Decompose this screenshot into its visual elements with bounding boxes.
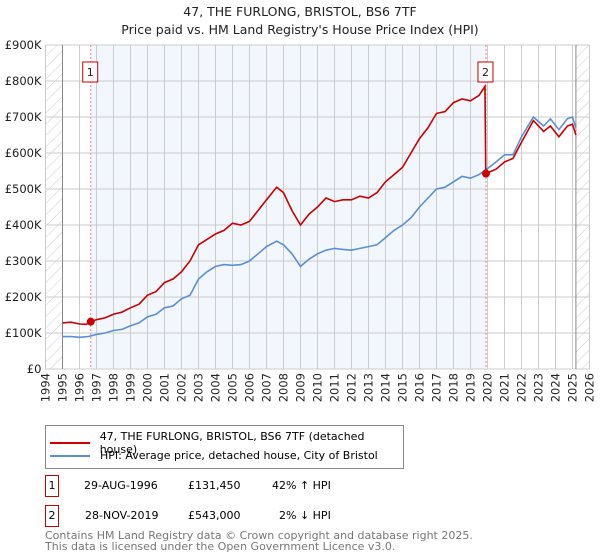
x-tick-label: 2008 (277, 373, 291, 402)
x-tick-label: 1999 (124, 373, 138, 402)
sale-row-2: 2 28-NOV-2019 £543,000 2% ↓ HPI (45, 505, 445, 527)
x-tick-label: 2002 (175, 373, 189, 402)
x-tick-label: 2012 (345, 373, 359, 402)
sale-hpi-diff: 2% ↓ HPI (279, 509, 331, 522)
y-tick-label: £100K (5, 326, 42, 340)
sale-price: £543,000 (188, 509, 241, 522)
sale-point (86, 317, 95, 326)
footer-line-1: Contains HM Land Registry data © Crown c… (45, 529, 473, 542)
y-tick-label: £700K (5, 110, 42, 124)
x-tick-label: 2000 (141, 373, 155, 402)
legend-swatch-blue (50, 454, 90, 457)
y-tick-label: £800K (5, 74, 42, 88)
x-tick-label: 2006 (243, 373, 257, 402)
x-tick-label: 2004 (209, 373, 223, 402)
x-tick-label: 2017 (430, 373, 444, 402)
no-data-hatch-right (575, 45, 590, 369)
x-tick-label: 2007 (260, 373, 274, 402)
footer: Contains HM Land Registry data © Crown c… (45, 530, 473, 552)
x-tick-label: 2020 (481, 373, 495, 402)
sale-hpi-diff: 42% ↑ HPI (272, 479, 331, 492)
y-tick-label: £900K (5, 38, 42, 52)
x-tick-label: 2022 (515, 373, 529, 402)
plot-area: 1994 1995 1996 1997 1998 1999 2000 2001 2002 2003… (5, 38, 597, 402)
x-tick-label: 2014 (379, 373, 393, 402)
x-tick-label: 2010 (311, 373, 325, 402)
x-tick-label: 2013 (362, 373, 376, 402)
sale-date: 29-AUG-1996 (84, 479, 158, 492)
y-tick-label: £200K (5, 290, 42, 304)
x-tick-label: 2018 (447, 373, 461, 402)
x-tick-label: 2003 (192, 373, 206, 402)
x-tick-label: 2005 (226, 373, 240, 402)
sale-marker-label: 1 (87, 66, 94, 79)
x-tick-label: 2016 (413, 373, 427, 402)
y-tick-label: £400K (5, 218, 42, 232)
chart-title: 47, THE FURLONG, BRISTOL, BS6 7TF (183, 4, 417, 19)
legend-label-hpi: HPI: Average price, detached house, City… (100, 449, 378, 462)
legend-label-property: 47, THE FURLONG, BRISTOL, BS6 7TF (detac… (99, 430, 365, 456)
x-tick-label: 2021 (498, 373, 512, 402)
price-paid-line (62, 83, 577, 326)
sale-marker-box (477, 61, 494, 83)
x-tick-label: 2009 (294, 373, 308, 402)
sale-marker-box: 1 (45, 475, 59, 497)
y-tick-label: £600K (5, 146, 42, 160)
x-tick-label: 2019 (464, 373, 478, 402)
footer-line-2: This data is licensed under the Open Gov… (45, 540, 396, 553)
x-tick-label: 2025 (566, 373, 580, 402)
x-tick-label: 1995 (56, 373, 70, 402)
x-tick-label: 1996 (73, 373, 87, 402)
legend: 47, THE FURLONG, BRISTOL, BS6 7TF (detac… (45, 425, 404, 469)
x-tick-label: 1998 (107, 373, 121, 402)
sale-marker-box: 2 (45, 505, 59, 527)
sale-date: 28-NOV-2019 (85, 509, 159, 522)
y-tick-label: £300K (5, 254, 42, 268)
sale-price: £131,450 (188, 479, 241, 492)
x-tick-label: 2015 (396, 373, 410, 402)
x-tick-label: 2001 (158, 373, 172, 402)
x-tick-label: 1994 (39, 373, 53, 402)
x-tick-label: 2023 (532, 373, 546, 402)
sale-marker-box (82, 61, 99, 83)
chart-subtitle: Price paid vs. HM Land Registry's House … (121, 22, 479, 37)
no-data-hatch-left (45, 45, 63, 369)
x-tick-label: 2024 (549, 373, 563, 402)
x-tick-label: 2026 (583, 373, 597, 402)
sale-row-1: 1 29-AUG-1996 £131,450 42% ↑ HPI (45, 475, 445, 497)
y-tick-label: £500K (5, 182, 42, 196)
sale-point (481, 169, 490, 178)
sale-marker-label: 2 (482, 66, 489, 79)
x-tick-label: 2011 (328, 373, 342, 402)
hpi-line (62, 115, 577, 339)
ownership-shade (90, 45, 486, 369)
legend-swatch-red (50, 442, 90, 444)
y-tick-label: £0 (27, 362, 42, 376)
x-tick-label: 1997 (90, 373, 104, 402)
